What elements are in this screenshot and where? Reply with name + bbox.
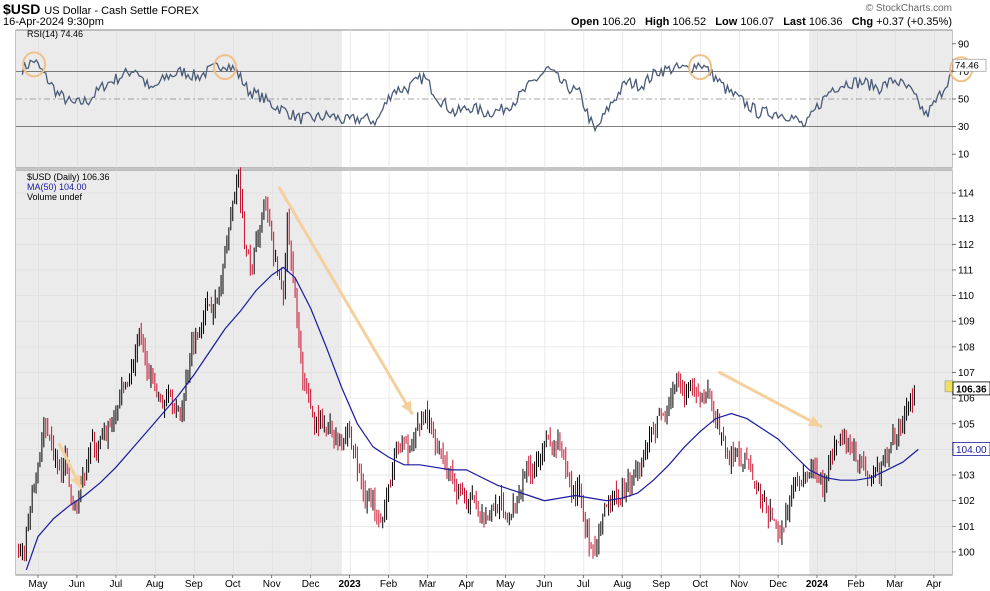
overbought-circle (22, 51, 47, 78)
x-tick-label: May (29, 579, 48, 590)
low-label: Low (715, 16, 738, 28)
x-tick-label: Jul (577, 579, 590, 590)
x-tick-label: Mar (419, 579, 437, 590)
price-tick-label: 107 (958, 368, 975, 379)
chg-value: +0.37 (+0.35%) (876, 16, 952, 28)
last-price-label: 106.36 (956, 384, 987, 395)
x-tick-label: Sep (652, 579, 670, 590)
price-tick-label: 103 (958, 471, 975, 482)
rsi-line (21, 58, 960, 133)
grid-layer (16, 30, 952, 575)
x-tick-label: 2024 (806, 579, 829, 590)
x-tick-label: Mar (886, 579, 904, 590)
price-layer (18, 167, 919, 571)
x-tick-label: Feb (380, 579, 398, 590)
rsi-layer (21, 58, 960, 133)
rsi-tick-label: 30 (958, 122, 970, 133)
price-tick-label: 100 (958, 547, 975, 558)
symbol: $USD (3, 1, 41, 17)
rsi-tick-label: 70 (958, 67, 970, 78)
x-tick-label: Feb (847, 579, 865, 590)
low-value: 106.07 (740, 16, 775, 28)
x-tick-label: Jun (69, 579, 85, 590)
x-tick-label: Oct (692, 579, 708, 590)
last-label: Last (783, 16, 806, 28)
price-tick-label: 113 (958, 214, 974, 225)
x-tick-label: Oct (225, 579, 241, 590)
high-label: High (644, 16, 670, 28)
rsi-legend: RSI(14) 74.46 (27, 29, 83, 39)
ma-legend: MA(50) 104.00 (27, 182, 87, 192)
last-bar-marker (944, 380, 954, 393)
symbol-description: US Dollar - Cash Settle FOREX (44, 5, 199, 17)
open-value: 106.20 (602, 16, 636, 28)
last-price-box (952, 381, 990, 396)
overbought-circle (688, 54, 713, 81)
x-tick-label: Nov (730, 579, 748, 590)
rsi-value-label: 74.46 (955, 61, 979, 72)
x-tick-label: Dec (302, 579, 320, 590)
x-tick-label: Jul (110, 579, 123, 590)
ma-value-box (952, 441, 990, 456)
axis-layer: 9070503010100101102103104105106107108109… (29, 39, 990, 590)
high-value: 106.52 (672, 16, 707, 28)
x-tick-label: Apr (926, 579, 942, 590)
symbol-title: $USD US Dollar - Cash Settle FOREX (3, 1, 199, 17)
volume-legend: Volume undef (27, 192, 83, 202)
legend-layer: RSI(14) 74.46 $USD (Daily) 106.36 MA(50)… (27, 29, 110, 202)
ma-value-label: 104.00 (956, 445, 987, 456)
price-tick-label: 106 (958, 394, 975, 405)
rsi-tick-label: 90 (958, 39, 970, 50)
price-tick-label: 108 (958, 342, 975, 353)
price-tick-label: 114 (958, 189, 974, 200)
price-tick-label: 110 (958, 291, 974, 302)
ma50-line (25, 266, 919, 571)
chart-date: 16-Apr-2024 9:30pm (3, 16, 104, 28)
trend-arrow-1-head (70, 474, 81, 488)
annotation-layer (22, 51, 974, 490)
x-tick-label: Sep (185, 579, 203, 590)
rsi-tick-label: 50 (958, 95, 970, 106)
last-value: 106.36 (808, 16, 843, 28)
watermark: © StockCharts.com (865, 3, 952, 14)
rsi-value-box (952, 58, 987, 72)
overbought-circle (212, 54, 237, 81)
rsi-tick-label: 10 (958, 150, 970, 161)
price-tick-label: 109 (958, 317, 975, 328)
price-tick-label: 102 (958, 496, 975, 507)
open-label: Open (570, 16, 600, 28)
trend-arrow-3-head (807, 415, 821, 427)
trend-arrow-2 (277, 186, 414, 416)
x-tick-label: Nov (263, 579, 281, 590)
x-tick-label: Jun (536, 579, 552, 590)
price-tick-label: 101 (958, 522, 975, 533)
x-tick-label: 2023 (338, 579, 361, 590)
trend-arrow-2-head (401, 400, 412, 414)
x-tick-label: May (496, 579, 515, 590)
price-tick-label: 112 (958, 240, 974, 251)
trend-arrow-3 (718, 371, 823, 428)
price-tick-label: 111 (958, 265, 974, 276)
x-tick-label: Aug (146, 579, 164, 590)
price-legend: $USD (Daily) 106.36 (27, 172, 110, 182)
chg-label: Chg (851, 16, 874, 28)
x-tick-label: Dec (769, 579, 787, 590)
x-tick-label: Apr (459, 579, 475, 590)
price-tick-label: 105 (958, 419, 975, 430)
x-tick-label: Aug (613, 579, 631, 590)
quote-bar: Open 106.20 High 106.52 Low 106.07 Last … (571, 16, 952, 28)
